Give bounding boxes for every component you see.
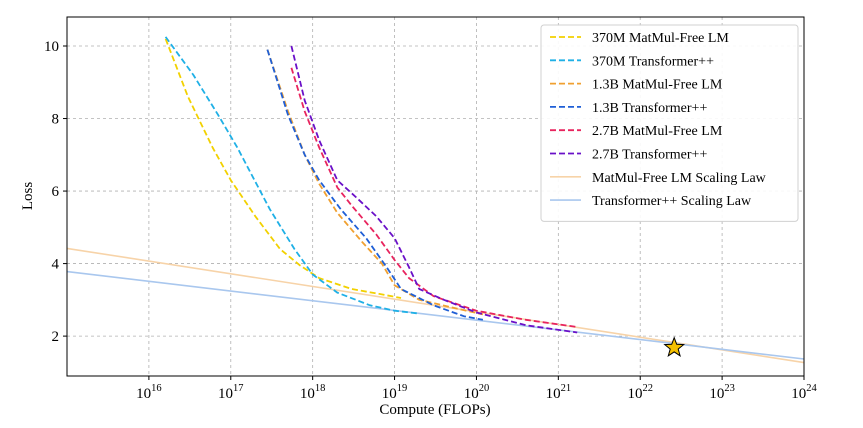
x-tick-label: 1018 <box>300 383 326 402</box>
series-line-1-3b-matmul-free-lm <box>266 49 484 316</box>
x-tick-label: 1023 <box>709 383 735 402</box>
star-marker <box>663 336 686 357</box>
legend-label: MatMul-Free LM Scaling Law <box>592 171 767 186</box>
x-tick-base: 10 <box>791 386 806 402</box>
x-tick-base: 10 <box>709 386 724 402</box>
series-line-2-7b-transformer <box>290 45 578 334</box>
x-tick-exponent: 17 <box>233 383 244 394</box>
legend-box <box>540 24 799 222</box>
legend-label: 1.3B Transformer++ <box>592 101 707 116</box>
x-tick-label: 1024 <box>791 383 817 402</box>
x-tick-label: 1020 <box>464 383 490 402</box>
marker-layer <box>663 336 686 357</box>
legend-label: 2.7B Transformer++ <box>592 148 707 163</box>
x-tick-exponent: 16 <box>151 383 162 394</box>
series-line-2-7b-matmul-free-lm <box>290 67 578 328</box>
x-tick-label: 1021 <box>546 383 572 402</box>
x-tick-label: 1017 <box>218 383 244 402</box>
legend: 370M MatMul-Free LM 370M Transformer++ 1.3… <box>540 24 799 222</box>
legend-label: 2.7B MatMul-Free LM <box>592 124 723 139</box>
x-tick-base: 10 <box>218 386 233 402</box>
x-tick-label: 1019 <box>382 383 408 402</box>
x-tick-exponent: 24 <box>806 383 817 394</box>
x-tick-exponent: 18 <box>315 383 326 394</box>
y-tick-label: 8 <box>52 112 60 128</box>
series-line-1-3b-transformer <box>266 49 484 321</box>
legend-label: Transformer++ Scaling Law <box>592 194 752 209</box>
plot-frame <box>66 16 805 377</box>
x-tick-exponent: 22 <box>642 383 653 394</box>
legend-label: 370M Transformer++ <box>592 54 714 69</box>
x-tick-exponent: 19 <box>397 383 408 394</box>
y-axis-label: Loss <box>20 182 36 211</box>
y-axis-ticks: 2 4 6 8 10 <box>44 39 67 345</box>
y-tick-label: 10 <box>44 39 59 55</box>
x-tick-exponent: 23 <box>724 383 735 394</box>
x-tick-exponent: 20 <box>479 383 490 394</box>
x-tick-base: 10 <box>136 386 151 402</box>
legend-label: 1.3B MatMul-Free LM <box>592 78 723 93</box>
series-line-370m-matmul-free-lm <box>164 38 402 299</box>
x-tick-base: 10 <box>300 386 315 402</box>
x-axis-ticks: 1016 1017 1018 1019 1020 1021 1022 1023 1024 <box>136 376 818 402</box>
y-tick-label: 2 <box>52 329 60 345</box>
x-tick-label: 1016 <box>136 383 162 402</box>
legend-label: 370M MatMul-Free LM <box>592 31 729 46</box>
x-tick-base: 10 <box>546 386 561 402</box>
x-tick-base: 10 <box>627 386 642 402</box>
y-tick-label: 6 <box>52 184 60 200</box>
x-tick-exponent: 21 <box>561 383 572 394</box>
y-tick-label: 4 <box>52 257 60 273</box>
x-tick-base: 10 <box>382 386 397 402</box>
x-axis-label: Compute (FLOPs) <box>379 402 490 418</box>
series-line-370m-transformer <box>164 36 420 315</box>
x-tick-base: 10 <box>464 386 479 402</box>
x-tick-label: 1022 <box>627 383 653 402</box>
